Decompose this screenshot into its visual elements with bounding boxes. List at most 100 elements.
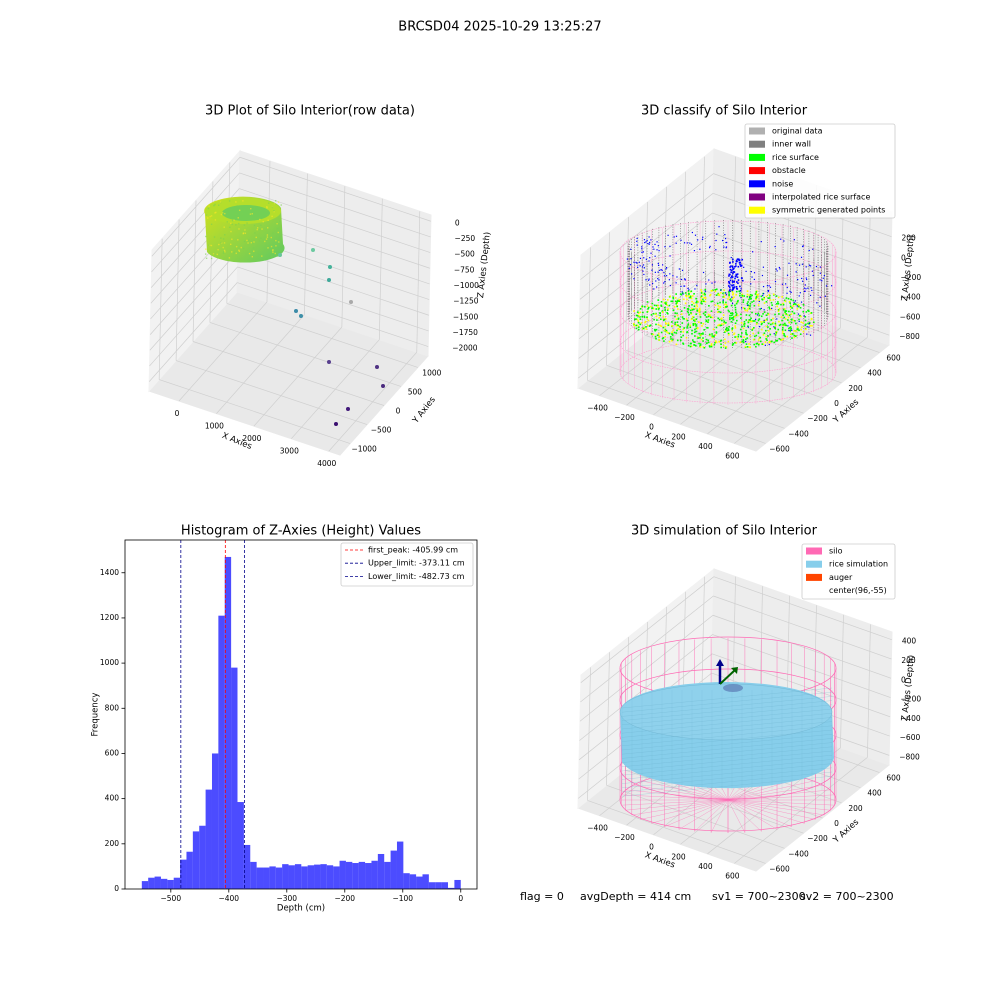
noise-point: [831, 285, 833, 287]
noise-point: [731, 296, 733, 298]
noise-point: [643, 273, 645, 276]
noise-point: [645, 241, 647, 243]
surface-point: [702, 293, 705, 296]
legend-swatch: [749, 153, 765, 161]
ring-point: [266, 236, 269, 238]
surface-point: [719, 324, 722, 327]
ring-point: [276, 227, 279, 230]
ring-point: [205, 257, 208, 260]
grid-line: [149, 266, 238, 367]
noise-point: [805, 277, 807, 279]
surface-point: [768, 307, 771, 310]
noise-point: [688, 289, 690, 291]
ring-point: [212, 253, 215, 255]
surface-point: [749, 295, 752, 298]
noise-point: [749, 296, 751, 298]
y-tick-label: −600: [769, 864, 790, 873]
noise-point: [740, 277, 743, 279]
surface-point: [700, 295, 703, 297]
surface-point: [793, 312, 796, 315]
surface-point: [751, 329, 753, 331]
surface-point: [775, 331, 778, 334]
surface-point: [704, 293, 706, 296]
surface-point: [706, 342, 708, 344]
grid-line: [711, 653, 891, 718]
surface-point: [725, 321, 727, 324]
surface-point: [729, 318, 731, 321]
surface-point: [771, 304, 773, 306]
y-tick-label: 600: [105, 748, 120, 757]
chart-title: Histogram of Z-Axies (Height) Values: [181, 524, 421, 539]
surface-point: [688, 305, 690, 307]
x-tick-label: −200: [614, 833, 635, 842]
noise-point: [729, 268, 732, 271]
silo-spoke: [678, 799, 729, 830]
ring-point: [246, 222, 248, 224]
ring-point: [222, 252, 225, 254]
surface-point: [784, 322, 786, 325]
surface-point: [689, 309, 692, 312]
surface-point: [790, 318, 793, 321]
surface-point: [764, 319, 766, 322]
surface-point: [727, 298, 729, 300]
surface-point: [651, 302, 654, 305]
rice-mesh: [621, 742, 833, 763]
surface-point: [772, 317, 774, 320]
ring-point: [272, 249, 274, 252]
axes-3d: −400−2000200400600−600−400−2000200400600…: [576, 104, 921, 460]
surface-point: [728, 294, 730, 297]
surface-point: [644, 320, 647, 323]
surface-point: [647, 306, 650, 309]
surface-point: [672, 338, 674, 341]
surface-point: [744, 309, 747, 312]
ring-point: [231, 223, 233, 226]
noise-point: [725, 292, 727, 294]
x-tick-label: −100: [392, 894, 413, 903]
surface-point: [734, 322, 737, 325]
noise-point: [730, 284, 732, 286]
surface-point: [800, 315, 802, 318]
surface-point: [675, 343, 678, 346]
noise-point: [756, 314, 759, 316]
surface-point: [694, 335, 696, 337]
surface-point: [639, 307, 642, 310]
surface-point: [673, 306, 676, 308]
noise-point: [725, 294, 727, 296]
x-tick-label: −500: [161, 894, 182, 903]
grid-line: [237, 266, 429, 332]
surface-point: [665, 318, 667, 320]
surface-point: [789, 326, 792, 328]
ring-point: [280, 204, 282, 206]
z-tick-label: 200: [901, 656, 916, 665]
noise-point: [785, 283, 787, 285]
surface-point: [677, 327, 680, 330]
surface-point: [734, 308, 737, 311]
surface-point: [761, 322, 763, 325]
noise-point: [804, 284, 806, 286]
surface-point: [715, 326, 718, 329]
noise-point: [636, 244, 638, 246]
surface-point: [728, 334, 730, 336]
surface-point: [746, 309, 749, 312]
surface-point: [719, 301, 721, 304]
surface-point: [763, 321, 766, 323]
surface-point: [685, 336, 688, 339]
surface-point: [683, 298, 685, 301]
surface-point: [715, 294, 718, 296]
ring-point: [253, 208, 255, 210]
noise-point: [822, 277, 824, 279]
noise-point: [649, 257, 651, 259]
bar: [199, 825, 206, 889]
ring-point: [221, 212, 224, 214]
surface-point: [776, 303, 778, 305]
surface-point: [692, 302, 695, 305]
ring-point: [205, 248, 207, 250]
surface-point: [646, 305, 649, 307]
noise-point: [657, 245, 659, 247]
surface-point: [699, 313, 701, 316]
surface-point: [802, 303, 805, 306]
surface-point: [676, 305, 679, 308]
surface: [619, 636, 837, 833]
noise-point: [802, 280, 804, 282]
bar: [205, 789, 212, 889]
